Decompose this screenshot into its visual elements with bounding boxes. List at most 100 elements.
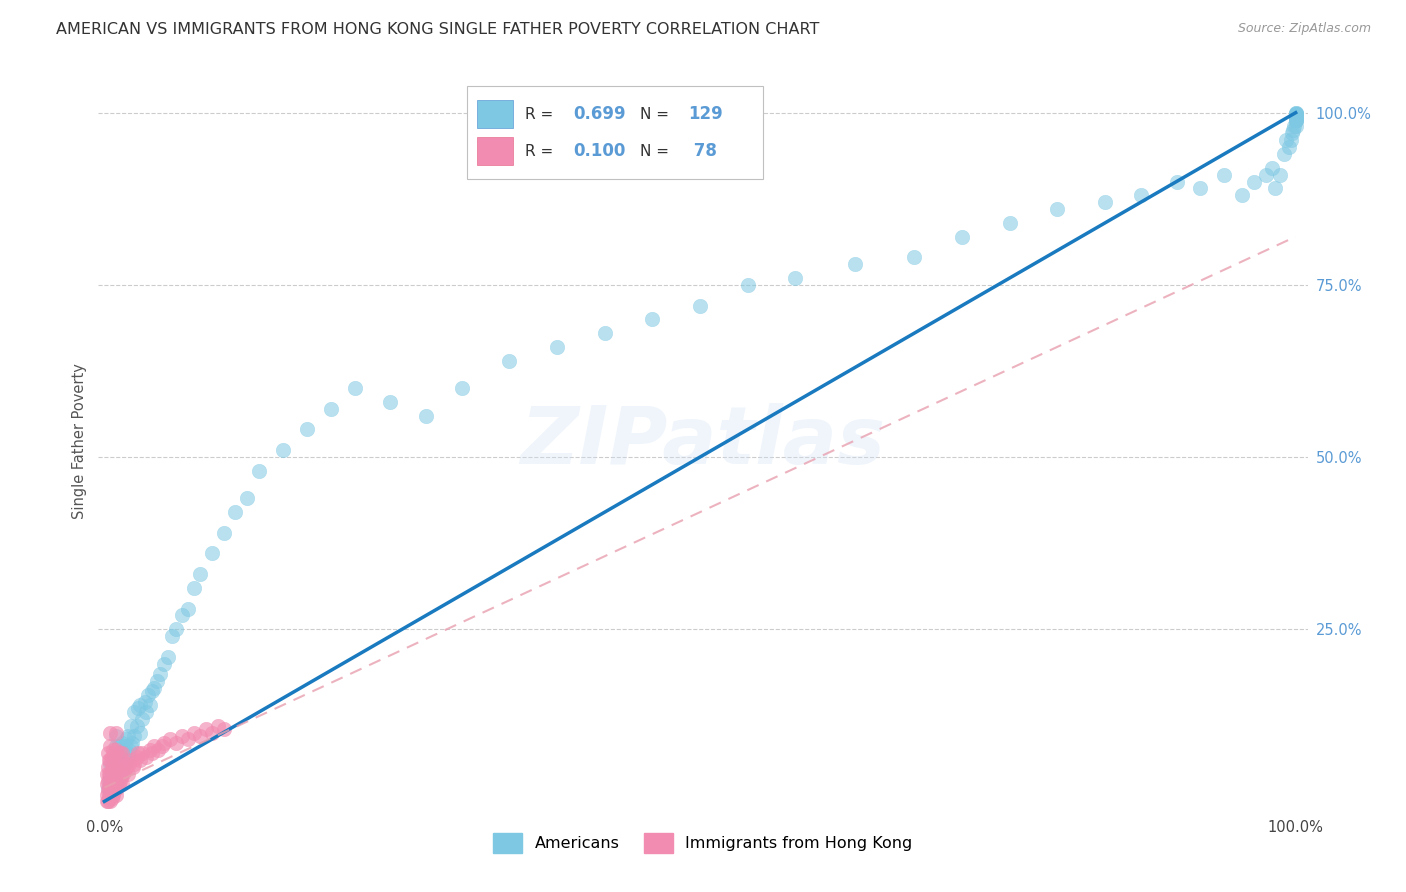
Point: [101, 788, 124, 802]
Point: [98, 739, 121, 754]
Point: [146, 743, 169, 757]
Point: [98, 770, 121, 784]
Point: [121, 736, 143, 750]
Point: [129, 753, 152, 767]
Point: [1094, 195, 1116, 210]
Point: [107, 780, 129, 795]
Point: [110, 743, 132, 757]
Text: ZIPatlas: ZIPatlas: [520, 402, 886, 481]
Point: [1243, 175, 1265, 189]
Point: [141, 746, 163, 760]
Point: [129, 725, 152, 739]
Point: [98, 767, 121, 781]
Point: [105, 743, 128, 757]
Point: [125, 749, 148, 764]
Point: [105, 760, 128, 774]
Point: [117, 749, 139, 764]
Point: [498, 353, 520, 368]
Point: [100, 749, 122, 764]
Text: N =: N =: [640, 144, 673, 159]
Point: [114, 756, 136, 771]
Point: [156, 649, 179, 664]
Point: [104, 780, 127, 795]
Point: [127, 746, 149, 760]
Text: Source: ZipAtlas.com: Source: ZipAtlas.com: [1237, 22, 1371, 36]
Point: [107, 746, 129, 760]
Point: [111, 736, 134, 750]
Point: [105, 780, 128, 795]
Point: [150, 739, 173, 754]
FancyBboxPatch shape: [467, 87, 763, 178]
Point: [98, 753, 121, 767]
Point: [1277, 140, 1299, 154]
Text: R =: R =: [526, 144, 558, 159]
Point: [1166, 175, 1188, 189]
Point: [153, 657, 176, 671]
Point: [1281, 126, 1303, 140]
Point: [135, 749, 157, 764]
Point: [115, 756, 138, 771]
Point: [194, 722, 217, 736]
Point: [96, 788, 118, 802]
Text: 78: 78: [689, 143, 717, 161]
Point: [149, 667, 172, 681]
Point: [100, 780, 122, 795]
Point: [188, 567, 211, 582]
Point: [100, 777, 122, 791]
Point: [107, 739, 129, 754]
Bar: [477, 137, 513, 165]
Text: N =: N =: [640, 107, 673, 122]
Legend: Americans, Immigrants from Hong Kong: Americans, Immigrants from Hong Kong: [486, 827, 920, 859]
Point: [98, 780, 121, 795]
Point: [103, 753, 125, 767]
Point: [114, 753, 136, 767]
Point: [153, 736, 176, 750]
Point: [105, 767, 128, 781]
Point: [111, 746, 134, 760]
Point: [107, 756, 129, 771]
Point: [122, 705, 145, 719]
Point: [903, 250, 925, 264]
Point: [188, 729, 211, 743]
Point: [101, 773, 124, 788]
Point: [135, 705, 157, 719]
Point: [1285, 112, 1308, 127]
Point: [104, 746, 127, 760]
Point: [380, 395, 402, 409]
Point: [118, 756, 141, 771]
Point: [1264, 181, 1286, 195]
Point: [103, 780, 125, 795]
Point: [546, 340, 568, 354]
Point: [247, 464, 270, 478]
Point: [105, 788, 128, 802]
Point: [177, 601, 200, 615]
Point: [104, 770, 127, 784]
Point: [97, 746, 120, 760]
Point: [98, 756, 121, 771]
Point: [689, 299, 711, 313]
Point: [114, 764, 136, 778]
Point: [236, 491, 259, 506]
Point: [97, 780, 120, 795]
Point: [100, 767, 122, 781]
Point: [108, 749, 131, 764]
Point: [104, 764, 127, 778]
Point: [111, 753, 134, 767]
Point: [207, 718, 229, 732]
Text: R =: R =: [526, 107, 558, 122]
Point: [114, 732, 136, 747]
Point: [97, 760, 120, 774]
Point: [1213, 168, 1236, 182]
Point: [112, 749, 135, 764]
Point: [105, 739, 128, 754]
Point: [162, 629, 184, 643]
Point: [295, 422, 318, 436]
Point: [998, 216, 1021, 230]
Point: [224, 505, 246, 519]
Point: [212, 525, 235, 540]
Point: [107, 777, 129, 791]
Point: [101, 777, 124, 791]
Point: [104, 777, 127, 791]
Point: [101, 756, 124, 771]
Point: [134, 694, 156, 708]
